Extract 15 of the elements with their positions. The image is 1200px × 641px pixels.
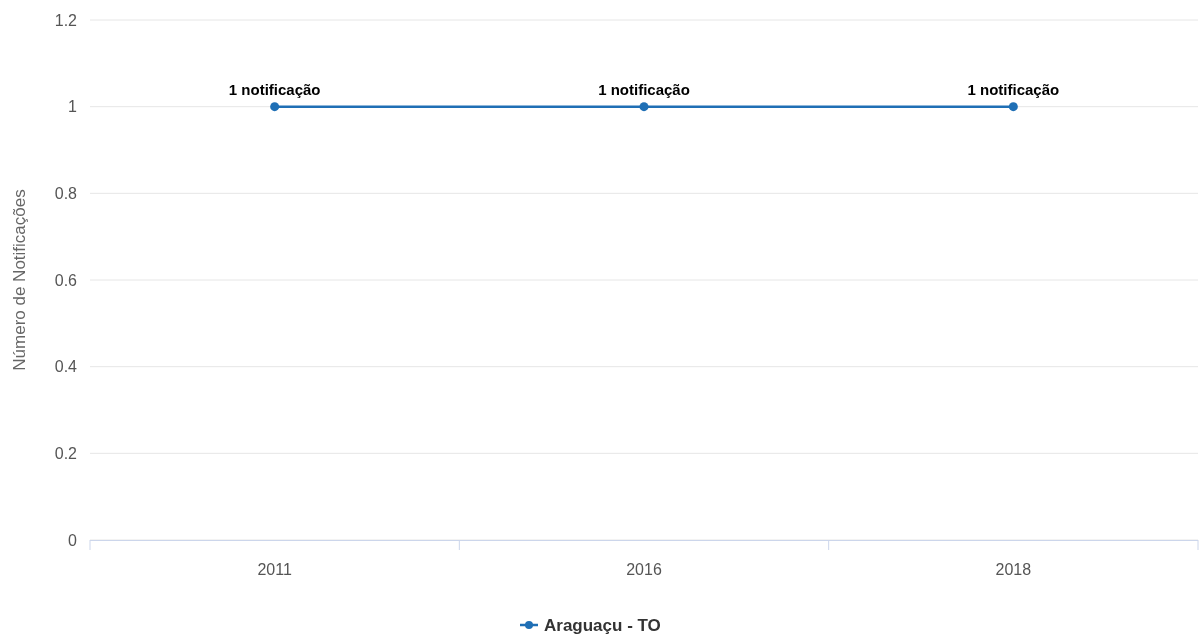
x-tick-label: 2016 (626, 561, 662, 578)
y-tick-label: 0 (68, 531, 78, 549)
data-label: 1 notificação (598, 80, 690, 98)
y-tick-label: 1.2 (54, 11, 78, 29)
y-tick-label: 0.2 (54, 444, 78, 462)
x-tick-label: 2018 (995, 561, 1032, 578)
y-axis-title: Número de Notificações (10, 189, 29, 371)
data-label: 1 notificação (228, 80, 321, 98)
y-tick-label: 0.8 (54, 184, 78, 202)
legend-label: Araguaçu - TO (544, 616, 661, 635)
data-label: 1 notificação (967, 80, 1060, 98)
y-tick-label: 0.4 (54, 358, 78, 376)
y-tick-label: 0.6 (54, 271, 78, 289)
y-tick-label: 1 (68, 98, 78, 116)
x-tick-label: 2011 (257, 561, 292, 578)
